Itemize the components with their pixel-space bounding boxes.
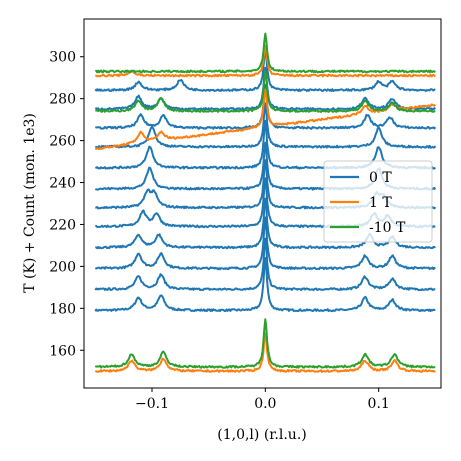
y-tick-label: 200 bbox=[49, 259, 76, 275]
y-tick-label: 160 bbox=[49, 343, 76, 359]
series-trace-1t bbox=[95, 44, 436, 78]
tick-layer: −0.1 0.0 0.1 160 180 200 220 240 260 280 300 bbox=[49, 50, 390, 412]
legend-label-0t: 0 T bbox=[369, 170, 392, 186]
series-trace--10t bbox=[95, 32, 436, 74]
series-trace-0t bbox=[94, 257, 436, 313]
y-tick-label: 180 bbox=[49, 301, 76, 317]
y-tick-label: 280 bbox=[49, 92, 76, 108]
legend-label-minus10t: -10 T bbox=[369, 220, 406, 236]
legend-label-1t: 1 T bbox=[369, 195, 392, 211]
plot-frame bbox=[83, 18, 442, 389]
legend: 0 T 1 T -10 T bbox=[323, 160, 433, 243]
series-trace-0t bbox=[95, 197, 436, 250]
y-tick-label: 220 bbox=[49, 217, 76, 233]
series-trace-0t bbox=[95, 119, 437, 170]
series-trace-1t bbox=[94, 88, 437, 151]
series-layer bbox=[94, 32, 437, 373]
series-trace-0t bbox=[95, 83, 437, 130]
x-tick-label: 0.0 bbox=[254, 396, 276, 412]
y-tick-label: 300 bbox=[49, 50, 76, 66]
series-trace--10t bbox=[94, 318, 436, 369]
y-tick-label: 240 bbox=[49, 176, 76, 192]
y-tick-label: 260 bbox=[49, 134, 76, 150]
series-trace-0t bbox=[94, 216, 436, 271]
series-trace-0t bbox=[94, 102, 437, 149]
y-axis-label: T (K) + Count (mon. 1e3) bbox=[22, 113, 38, 293]
series-trace--10t bbox=[95, 70, 436, 113]
x-axis-label: (1,0,l) (r.l.u.) bbox=[217, 427, 307, 443]
legend-box bbox=[323, 160, 433, 243]
series-trace-0t bbox=[94, 66, 437, 111]
x-tick-label: 0.1 bbox=[368, 396, 390, 412]
series-trace-0t bbox=[94, 237, 436, 292]
x-tick-label: −0.1 bbox=[135, 396, 169, 412]
series-trace-1t bbox=[94, 332, 436, 373]
